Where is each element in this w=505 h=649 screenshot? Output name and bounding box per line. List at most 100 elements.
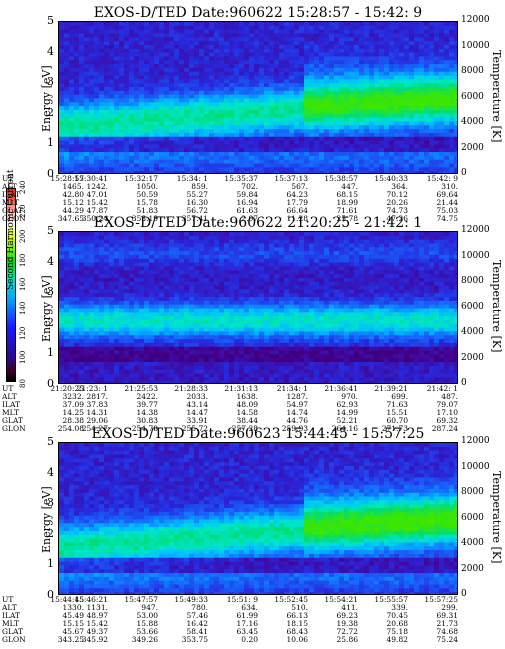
spectrogram-cell (229, 125, 235, 130)
spectrogram-cell (229, 239, 235, 245)
spectrogram-cell (219, 41, 225, 46)
spectrogram-cell (369, 48, 375, 54)
spectrogram-cell (319, 152, 325, 157)
spectrogram-cell (89, 148, 95, 153)
spectrogram-cell (69, 312, 75, 317)
spectrogram-cell (89, 262, 95, 268)
spectrogram-cell (149, 44, 155, 50)
spectrogram-cell (234, 235, 240, 241)
spectrogram-cell (164, 67, 170, 73)
spectrogram-cell (139, 365, 145, 371)
spectrogram-cell (434, 41, 440, 46)
spectrogram-cell (394, 44, 400, 50)
spectrogram-cell (204, 144, 210, 149)
spectrogram-cell (349, 125, 355, 130)
spectrogram-cell (154, 270, 160, 275)
spectrogram-cell (174, 71, 180, 77)
spectrogram-cell (254, 44, 260, 50)
spectrogram-cell (234, 254, 240, 260)
spectrogram-cell (264, 167, 270, 172)
spectrogram-cell (239, 56, 245, 61)
spectrogram-cell (264, 140, 270, 145)
spectrogram-cell (394, 87, 400, 92)
spectrogram-cell (169, 79, 175, 84)
spectrogram-cell (139, 22, 145, 27)
spectrogram-cell (199, 44, 205, 50)
orbit-cell: 2.97 (241, 214, 258, 223)
spectrogram-cell (129, 319, 135, 325)
orbit-cell: 20.26 (386, 198, 408, 207)
spectrogram-cell (339, 163, 345, 168)
spectrogram-cell (254, 232, 260, 237)
spectrogram-cell (244, 339, 250, 344)
spectrogram-cell (119, 132, 125, 138)
spectrogram-cell (169, 342, 175, 348)
spectrogram-cell (444, 87, 450, 92)
spectrogram-cell (314, 52, 320, 58)
spectrogram-cell (104, 350, 110, 355)
spectrogram-cell (229, 323, 235, 329)
spectrogram-cell (149, 331, 155, 336)
spectrogram-cell (324, 121, 330, 126)
spectrogram-cell (334, 129, 340, 134)
spectrogram-cell (174, 350, 180, 355)
spectrogram-cell (204, 362, 210, 367)
spectrogram-cell (309, 102, 315, 107)
spectrogram-cell (404, 33, 410, 38)
spectrogram-cell (324, 140, 330, 145)
spectrogram-cell (239, 121, 245, 126)
spectrogram-cell (209, 129, 215, 134)
spectrogram-cell (179, 22, 185, 27)
spectrogram-cell (324, 22, 330, 27)
spectrogram-cell (229, 308, 235, 313)
spectrogram-cell (269, 56, 275, 61)
spectrogram-cell (119, 171, 125, 173)
spectrogram-cell (124, 354, 130, 359)
y-right-tick-label: 8000 (461, 66, 484, 76)
spectrogram-cell (229, 87, 235, 92)
spectrogram-cell (299, 148, 305, 153)
spectrogram-cell (139, 274, 145, 279)
spectrogram-cell (244, 335, 250, 340)
spectrogram-cell (114, 342, 120, 348)
spectrogram-cell (199, 132, 205, 138)
spectrogram-cell (109, 335, 115, 340)
spectrogram-cell (434, 113, 440, 119)
spectrogram-cell (264, 262, 270, 268)
spectrogram-cell (94, 251, 100, 256)
spectrogram-cell (364, 33, 370, 38)
spectrogram-cell (234, 90, 240, 96)
spectrogram-cell (429, 75, 435, 80)
spectrogram-cell (114, 232, 120, 237)
spectrogram-cell (74, 308, 80, 313)
orbit-cell: 353.19 (131, 214, 158, 223)
spectrogram-cell (209, 25, 215, 31)
spectrogram-cell (114, 377, 120, 382)
spectrogram-cell (274, 125, 280, 130)
spectrogram-cell (294, 163, 300, 168)
spectrogram-cell (124, 350, 130, 355)
spectrogram-cell (194, 29, 200, 35)
spectrogram-cell (259, 373, 265, 378)
spectrogram-cell (129, 155, 135, 161)
spectrogram-cell (174, 243, 180, 248)
spectrogram-cell (349, 132, 355, 138)
spectrogram-cell (254, 56, 260, 61)
spectrogram-cell (219, 354, 225, 359)
spectrogram-cell (139, 129, 145, 134)
spectrogram-cell (189, 87, 195, 92)
spectrogram-cell (454, 125, 457, 130)
spectrogram-cell (134, 327, 140, 333)
spectrogram-cell (394, 56, 400, 61)
spectrogram-cell (244, 319, 250, 325)
spectrogram-cell (59, 79, 65, 84)
spectrogram-cell (289, 90, 295, 96)
spectrogram-cell (304, 144, 310, 149)
spectrogram-cell (444, 102, 450, 107)
spectrogram-cell (189, 152, 195, 157)
spectrogram-cell (384, 132, 390, 138)
spectrogram-cell (144, 335, 150, 340)
spectrogram-cell (449, 98, 455, 103)
spectrogram-cell (369, 75, 375, 80)
spectrogram-cell (194, 247, 200, 252)
